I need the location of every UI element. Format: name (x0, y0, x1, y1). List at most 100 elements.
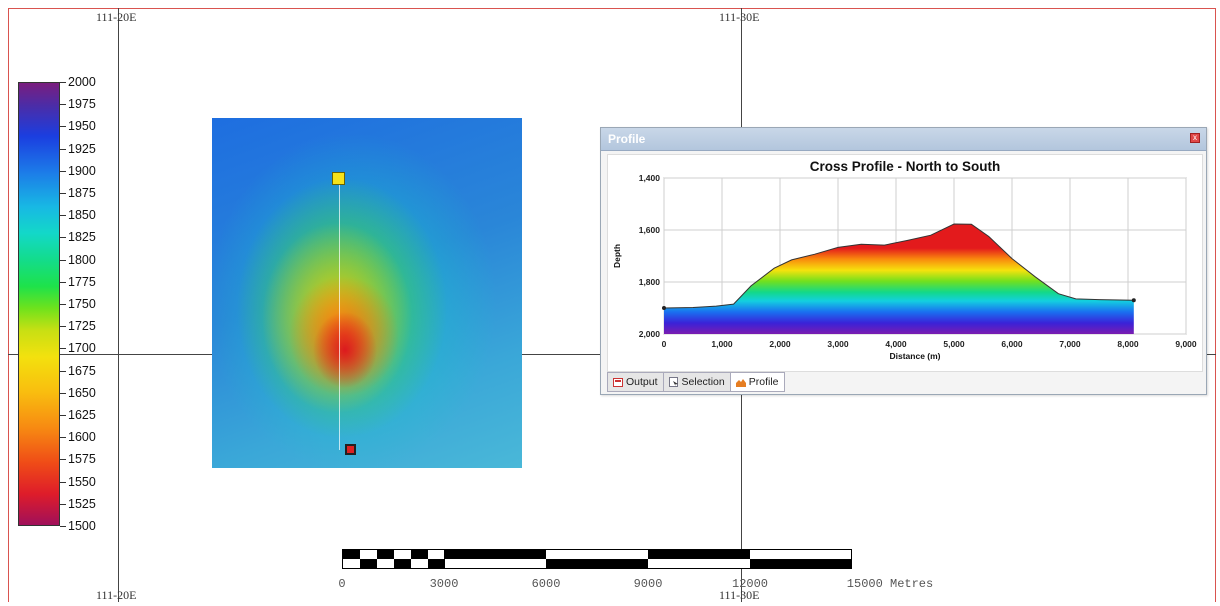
legend-label: 1925 (68, 141, 96, 156)
scale-bar-label: 9000 (633, 577, 663, 591)
legend-label: 1850 (68, 208, 96, 223)
legend-label: 1675 (68, 363, 96, 378)
coord-label-top-right: 111-30E (719, 10, 760, 24)
scale-checker-cell (360, 550, 377, 559)
legend-label: 1600 (68, 430, 96, 445)
legend-tick (60, 392, 66, 394)
profile-window-titlebar[interactable]: Profile x (601, 128, 1206, 151)
scale-checker-cell (411, 559, 428, 568)
legend-tick (60, 370, 66, 372)
legend-tick (60, 193, 66, 194)
profile-chart: 0 1,000 2,000 3,000 4,000 5,000 6,000 7,000 8,00… (607, 154, 1203, 372)
coord-label-bottom-right: 111-30E (719, 588, 760, 602)
legend-label: 1725 (68, 319, 96, 334)
legend-label: 1575 (68, 452, 96, 467)
x-tick-label: 0 (662, 339, 667, 349)
profile-chart-svg: 0 1,000 2,000 3,000 4,000 5,000 6,000 7,000 8,00… (612, 159, 1197, 361)
legend-label: 1750 (68, 297, 96, 311)
scale-bar-label: 3000 (429, 577, 459, 591)
x-tick-label: 2,000 (769, 339, 791, 349)
legend-tick (60, 526, 66, 527)
legend-tick (60, 259, 66, 261)
profile-window-tabs: Output Selection Profile (607, 372, 785, 392)
legend-label: 1800 (68, 252, 96, 267)
scale-checker-cell (428, 559, 445, 568)
legend-tick (60, 148, 66, 150)
coord-label-top-left: 111-20E (96, 10, 137, 24)
profile-icon (735, 377, 746, 387)
legend-tick (60, 437, 66, 439)
legend-label: 1775 (68, 274, 96, 289)
output-icon (613, 377, 623, 387)
legend-label: 2000 (68, 75, 96, 89)
legend-tick (60, 348, 66, 350)
profile-line (663, 223, 1134, 309)
x-tick-label: 3,000 (827, 339, 849, 349)
legend-tick (60, 326, 66, 328)
profile-transect-line[interactable] (339, 180, 340, 450)
x-tick-label: 1,000 (711, 339, 733, 349)
selection-icon (668, 377, 679, 387)
legend-tick (60, 170, 66, 172)
legend-label: 1825 (68, 230, 96, 245)
legend-label: 1950 (68, 119, 96, 134)
bathymetry-relief-image[interactable] (212, 118, 522, 468)
profile-point (1131, 298, 1136, 303)
map-frame (8, 8, 1216, 602)
x-tick-label: 8,000 (1117, 339, 1139, 349)
x-tick-label: 4,000 (885, 339, 907, 349)
scale-bar (342, 549, 852, 569)
x-tick-label: 6,000 (1001, 339, 1023, 349)
tab-output-label: Output (626, 376, 658, 388)
profile-area (664, 224, 1134, 334)
profile-point (662, 306, 666, 310)
profile-window: Profile x 0 1,000 2,000 3,000 4,000 5,000 6,00… (600, 127, 1207, 395)
x-tick-label: 5,000 (943, 339, 965, 349)
tab-output[interactable]: Output (607, 372, 663, 392)
scale-checker-cell (377, 550, 394, 559)
profile-start-marker[interactable] (332, 172, 345, 185)
legend-label: 1975 (68, 97, 96, 112)
tab-selection-label: Selection (681, 376, 725, 388)
profile-window-title: Profile (608, 132, 646, 146)
tab-profile[interactable]: Profile (729, 372, 785, 392)
legend-label: 1525 (68, 496, 96, 511)
legend-tick (60, 82, 66, 83)
y-tick-label: 1,400 (639, 173, 661, 183)
y-axis-label: Depth (612, 244, 622, 268)
legend-label: 1900 (68, 163, 96, 178)
legend-tick (60, 126, 66, 128)
legend-label: 1500 (68, 519, 96, 533)
x-axis-label: Distance (m) (889, 351, 940, 361)
legend-label: 1650 (68, 385, 96, 400)
legend-tick (60, 281, 66, 283)
legend-tick (60, 503, 66, 505)
legend-tick (60, 415, 66, 416)
scale-checker-cell (411, 550, 428, 559)
y-tick-label: 1,600 (639, 225, 661, 235)
profile-end-marker[interactable] (345, 444, 356, 455)
scale-bar-label: 6000 (531, 577, 561, 591)
legend-tick (60, 237, 66, 239)
legend-tick (60, 481, 66, 483)
coord-label-bottom-left: 111-20E (96, 588, 137, 602)
scale-bar-label: 15000 Metres (846, 577, 934, 591)
meridian-line-left (118, 8, 119, 602)
legend-label: 1625 (68, 408, 96, 422)
legend-tick (60, 104, 66, 106)
scale-checker-cell (377, 559, 394, 568)
tab-selection[interactable]: Selection (662, 372, 730, 392)
legend-label: 1550 (68, 474, 96, 489)
scale-bar-label: 12000 (731, 577, 769, 591)
legend-label: 1875 (68, 186, 96, 200)
chart-title: Cross Profile - North to South (810, 159, 1001, 174)
x-tick-label: 7,000 (1059, 339, 1081, 349)
legend-tick (60, 459, 66, 461)
y-tick-label: 2,000 (639, 329, 661, 339)
scale-checker-cell (394, 559, 411, 568)
tab-profile-label: Profile (748, 376, 779, 388)
y-tick-label: 1,800 (639, 277, 661, 287)
legend-label: 1700 (68, 341, 96, 356)
close-icon[interactable]: x (1190, 133, 1200, 143)
scale-checker-cell (394, 550, 411, 559)
